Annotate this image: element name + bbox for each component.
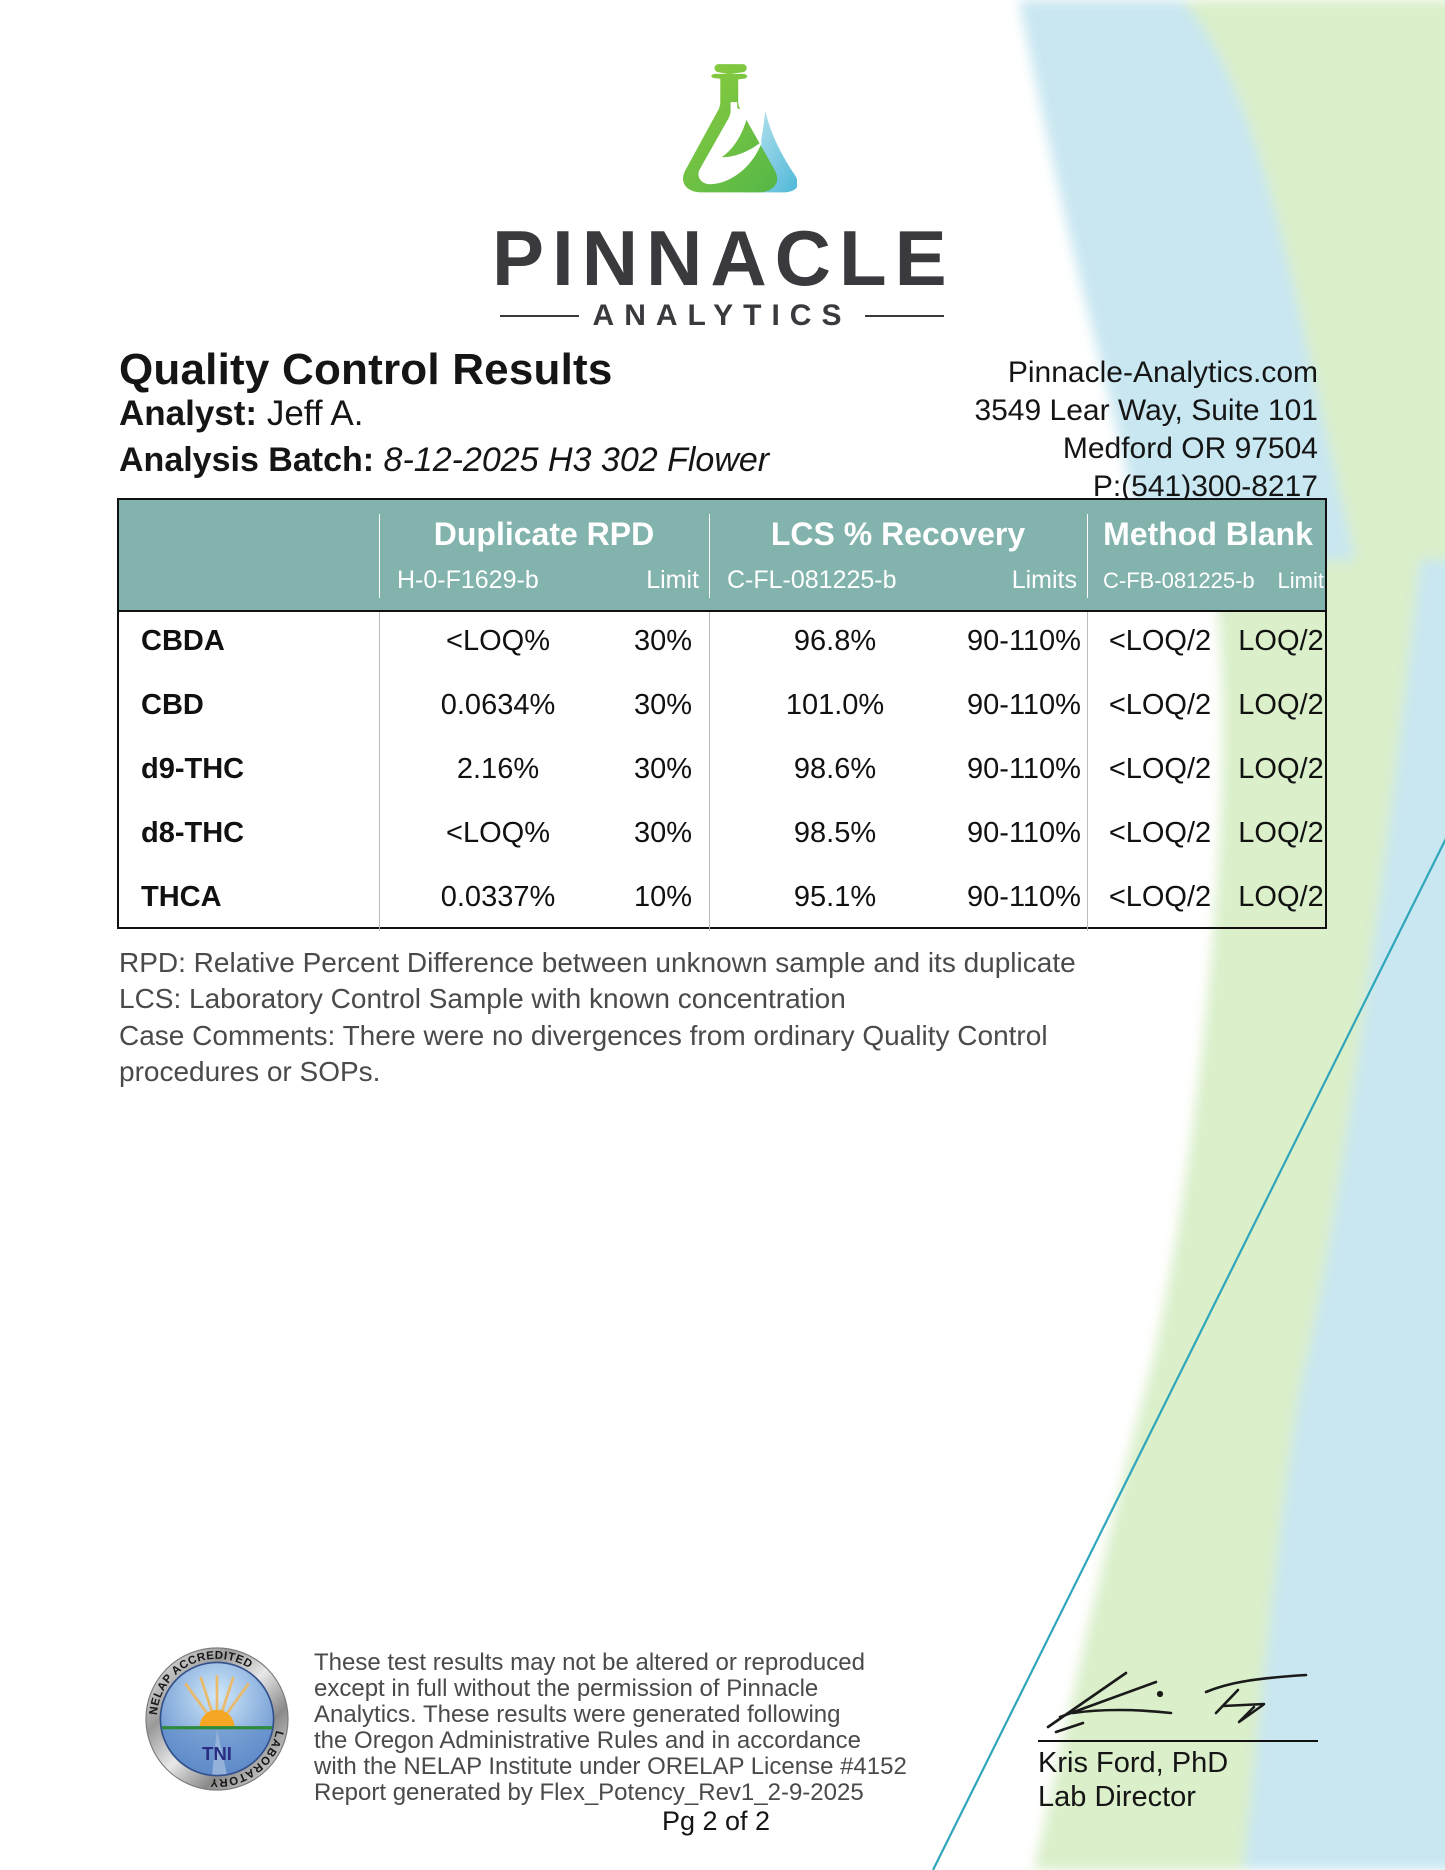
svg-text:TNI: TNI: [202, 1743, 232, 1764]
